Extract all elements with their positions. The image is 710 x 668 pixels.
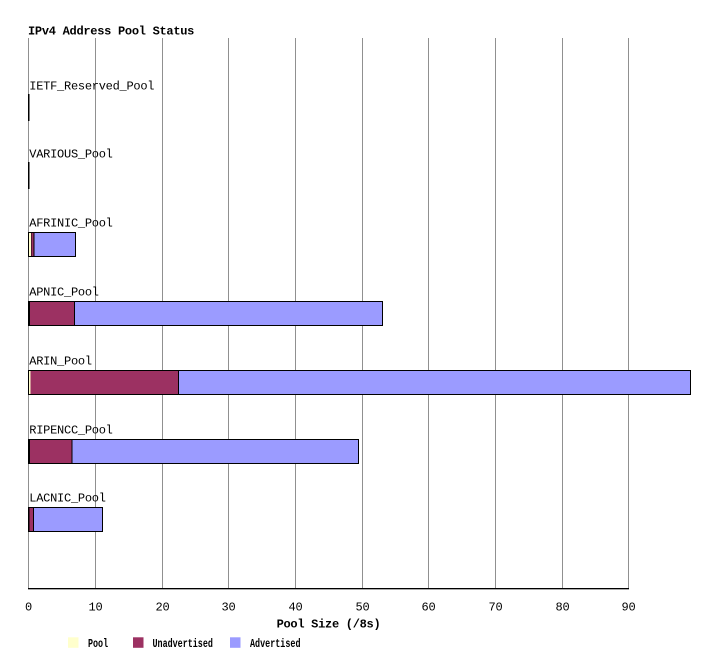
svg-text:VARIOUS_Pool: VARIOUS_Pool	[29, 147, 112, 161]
svg-text:AFRINIC_Pool: AFRINIC_Pool	[29, 216, 112, 230]
svg-text:20: 20	[156, 600, 170, 614]
svg-text:LACNIC_Pool: LACNIC_Pool	[29, 491, 105, 505]
svg-text:IPv4 Address Pool Status: IPv4 Address Pool Status	[28, 24, 194, 38]
svg-text:60: 60	[422, 600, 436, 614]
svg-text:Unadvertised: Unadvertised	[153, 637, 213, 651]
svg-text:10: 10	[89, 600, 103, 614]
svg-text:30: 30	[222, 600, 236, 614]
svg-text:IETF_Reserved_Pool: IETF_Reserved_Pool	[29, 79, 154, 93]
svg-text:ARIN_Pool: ARIN_Pool	[29, 354, 92, 368]
svg-text:90: 90	[622, 600, 636, 614]
svg-text:0: 0	[25, 600, 32, 614]
svg-text:Pool Size (/8s): Pool Size (/8s)	[277, 617, 381, 631]
svg-text:APNIC_Pool: APNIC_Pool	[29, 285, 98, 299]
svg-text:40: 40	[289, 600, 303, 614]
svg-text:RIPENCC_Pool: RIPENCC_Pool	[29, 423, 112, 437]
svg-text:Pool: Pool	[88, 637, 108, 651]
svg-text:70: 70	[489, 600, 503, 614]
svg-text:80: 80	[556, 600, 570, 614]
svg-text:Advertised: Advertised	[250, 637, 301, 651]
svg-text:50: 50	[356, 600, 370, 614]
